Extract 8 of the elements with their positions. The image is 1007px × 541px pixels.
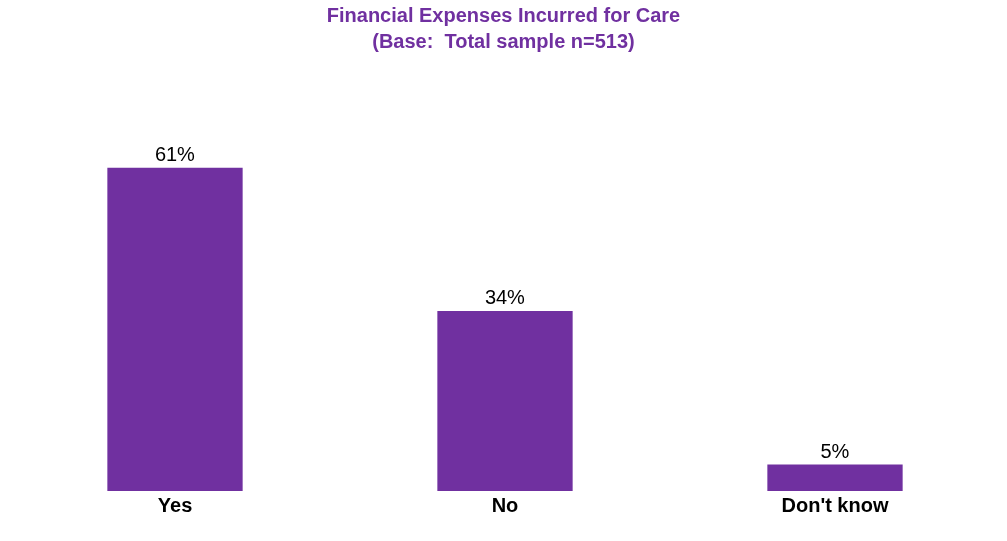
chart-title: Financial Expenses Incurred for Care <box>326 3 681 26</box>
data-label: 61% <box>154 142 196 165</box>
data-label: 5% <box>820 439 850 462</box>
data-label: 34% <box>484 285 526 308</box>
chart-subtitle: (Base: Total sample n=513) <box>372 29 635 52</box>
x-tick-label: Yes <box>157 494 193 516</box>
x-tick-label: No <box>491 494 519 516</box>
x-tick-label: Don't know <box>781 494 889 516</box>
